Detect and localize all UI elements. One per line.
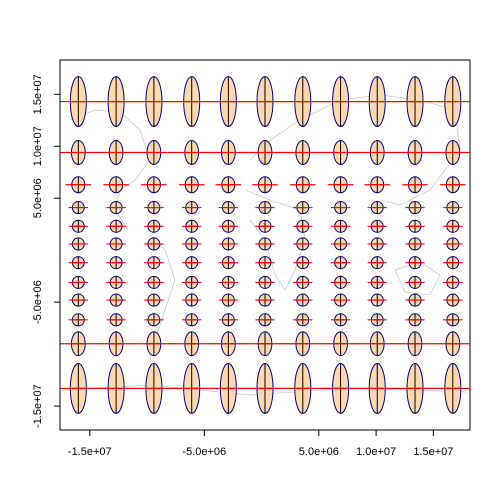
x-tick-label: -5.0e+06: [182, 446, 226, 458]
x-tick-label: 1.5e+07: [413, 446, 453, 458]
y-tick-label: 1.0e+07: [32, 126, 44, 166]
x-tick-label: 1.0e+07: [356, 446, 396, 458]
coastline: [244, 189, 306, 291]
y-tick-label: -1.5e+07: [32, 384, 44, 428]
x-tick-label: 5.0e+06: [299, 446, 339, 458]
x-tick-label: -1.5e+07: [68, 446, 112, 458]
y-tick-label: -5.0e+06: [32, 280, 44, 324]
coastline: [249, 94, 461, 206]
y-tick-label: 1.5e+07: [32, 74, 44, 114]
y-tick-label: 5.0e+06: [32, 178, 44, 218]
